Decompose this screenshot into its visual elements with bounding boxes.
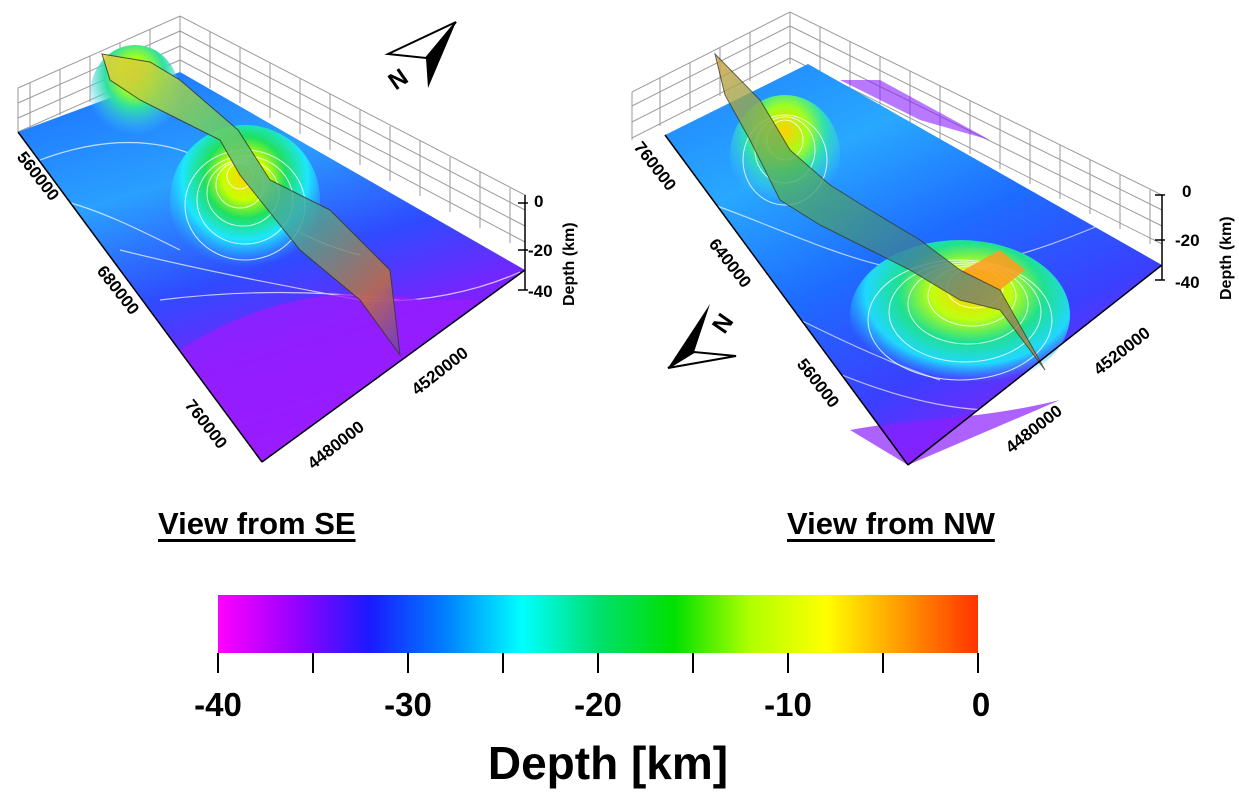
right-dome-contours [742,114,1053,381]
right-south-peak [960,250,1025,290]
colorbar-tick-label: -10 [764,686,812,723]
colorbar-gradient [218,595,978,653]
right-purple-region [840,80,990,140]
colorbar-tick-label: -20 [574,686,622,723]
right-fault-plane [714,52,1046,371]
right-z-axis-title: Depth (km) [1218,216,1235,300]
colorbar-tick-label: -40 [194,686,242,723]
colorbar-tick-label: 0 [971,686,991,723]
left-z-tick: -40 [528,282,553,301]
right-z-tick: -40 [1175,273,1200,292]
colorbar-ticks [217,653,979,673]
colorbar-title: Depth [km] [487,737,729,789]
left-view-title: View from SE [158,506,356,541]
colorbar-tick-label: -30 [384,686,432,723]
right-z-tick: -20 [1175,231,1200,250]
left-box-grid [17,15,526,290]
right-view-title: View from NW [787,506,995,541]
left-purple-region [180,293,480,462]
left-fault-plane [101,53,401,357]
right-north-arrow-icon [667,304,737,369]
left-north-arrow-icon [384,21,457,88]
right-z-tick: 0 [1182,182,1192,201]
left-z-tick: 0 [534,192,544,211]
left-z-tick: -20 [528,241,553,260]
